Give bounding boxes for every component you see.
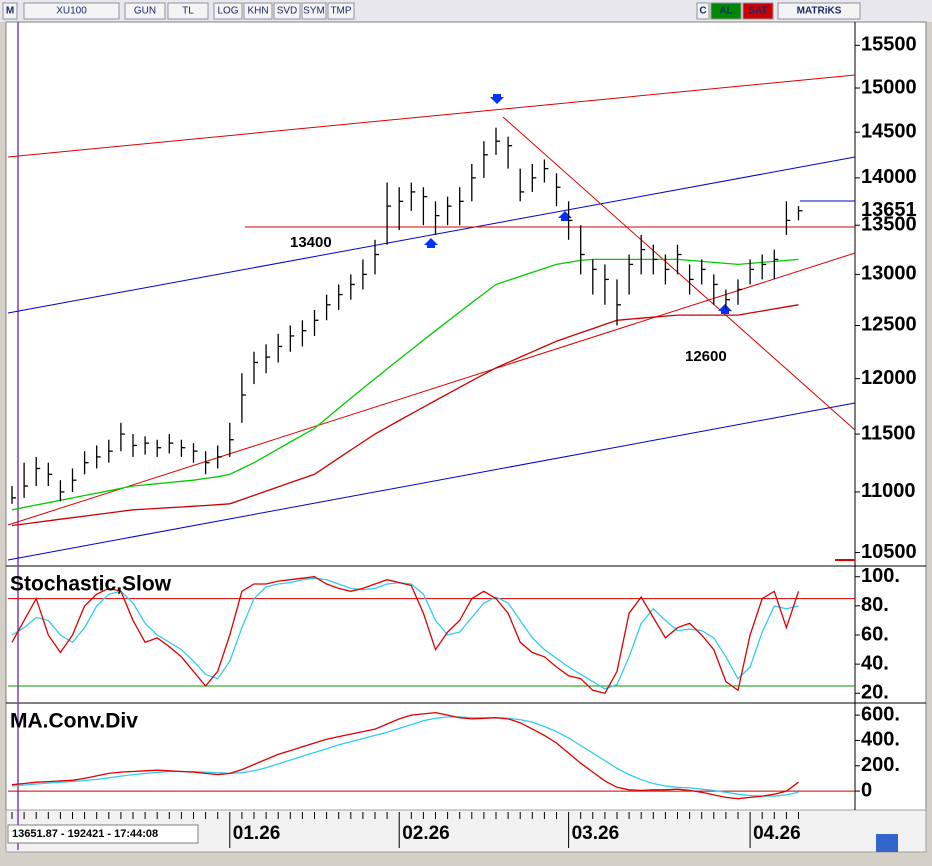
trend-line [7, 402, 856, 561]
toolbar-button[interactable] [2, 2, 18, 20]
status-box [7, 824, 199, 844]
toolbar-label: KHN [247, 6, 268, 17]
y-tick-label: 15500 [861, 34, 917, 56]
y-tick-label: 40. [861, 652, 889, 674]
toolbar-label: SAT [748, 6, 767, 17]
x-tick-label: 01.26 [233, 823, 281, 844]
y-tick-label: 12500 [861, 314, 917, 336]
button[interactable] [876, 834, 898, 852]
indicator-line [11, 711, 799, 800]
toolbar-button[interactable] [213, 2, 243, 20]
y-tick-label: 100. [861, 565, 900, 587]
toolbar-label: SVD [277, 6, 298, 17]
annotation: 13400 [290, 234, 332, 251]
toolbar-button[interactable] [301, 2, 327, 20]
status-text: 13651.87 - 192421 - 17:44:08 [12, 828, 158, 840]
toolbar-button[interactable] [777, 2, 861, 20]
toolbar-button[interactable] [273, 2, 301, 20]
y-tick-label: 10500 [861, 541, 917, 563]
toolbar-label: GUN [134, 6, 156, 17]
y-tick-label: 20. [861, 682, 889, 704]
arrow-up [424, 238, 438, 248]
x-tick-label: 03.26 [572, 823, 620, 844]
toolbar-label: C [699, 6, 706, 17]
y-tick-label: 15000 [861, 76, 917, 98]
moving-average [11, 258, 799, 511]
toolbar-button[interactable] [124, 2, 166, 20]
x-tick-label: 02.26 [402, 823, 450, 844]
x-tick-label: 04.26 [753, 823, 801, 844]
toolbar-button[interactable] [327, 2, 355, 20]
panel-title: Stochastic,Slow [10, 573, 172, 596]
panel-title: MA.Conv.Div [10, 710, 138, 733]
chart-area [5, 21, 927, 811]
y-tick-label: 0 [861, 779, 872, 801]
arrow-down [490, 94, 504, 104]
moving-average [11, 304, 799, 527]
toolbar-button[interactable] [23, 2, 120, 20]
annotation: 12600 [685, 348, 727, 365]
trend-lines [7, 74, 856, 561]
toolbar-button[interactable] [710, 2, 742, 20]
toolbar-label: TL [182, 6, 194, 17]
arrow-up [718, 304, 732, 314]
toolbar-button[interactable] [167, 2, 209, 20]
toolbar-label: M [6, 6, 14, 17]
last-price-label: 13651 [861, 199, 917, 221]
toolbar-button[interactable] [696, 2, 710, 20]
y-tick-label: 11500 [861, 422, 916, 444]
y-tick-label: 400. [861, 729, 900, 751]
arrows [424, 94, 732, 314]
y-tick-label: 13000 [861, 263, 917, 285]
y-tick-label: 12000 [861, 367, 917, 389]
y-tick-label: 14000 [861, 166, 917, 188]
indicator-line [11, 716, 799, 797]
y-tick-label: 600. [861, 703, 900, 725]
y-tick-label: 200. [861, 754, 900, 776]
toolbar-label: SYM [303, 6, 325, 17]
toolbar-label: XU100 [56, 6, 87, 17]
trend-line [7, 74, 856, 158]
toolbar-label: TMP [330, 6, 351, 17]
toolbar-label: LOG [217, 6, 238, 17]
y-tick-label: 13500 [861, 214, 917, 236]
trend-line [502, 116, 856, 431]
toolbar-button[interactable] [742, 2, 774, 20]
y-tick-label: 80. [861, 594, 889, 616]
toolbar-button[interactable] [243, 2, 273, 20]
y-tick-label: 60. [861, 623, 889, 645]
trend-line [7, 156, 856, 314]
y-tick-label: 14500 [861, 120, 917, 142]
toolbar-label: MATRiKS [797, 6, 842, 17]
indicator-line [11, 576, 800, 695]
indicator-line [11, 577, 799, 690]
y-tick-label: 11000 [861, 480, 916, 502]
toolbar-label: AL [719, 6, 732, 17]
